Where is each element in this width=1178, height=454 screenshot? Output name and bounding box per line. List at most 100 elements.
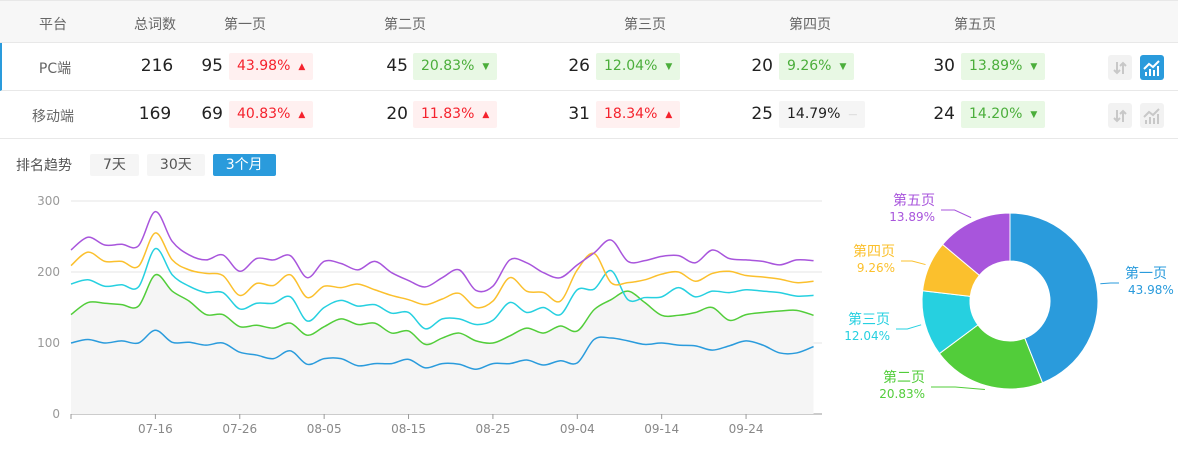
page4-count: 25 — [751, 104, 773, 124]
table-row: PC端 216 95 43.98% ▲ 45 20.83% ▼ 26 12.04% ▼ 20 … — [0, 43, 1178, 91]
percent-value: 12.04% — [604, 58, 658, 74]
percent-value: 20.83% — [421, 58, 475, 74]
page3-count: 31 — [568, 104, 590, 124]
range-3m-button[interactable]: 3个月 — [212, 154, 276, 176]
page2-count: 20 — [386, 104, 408, 124]
series-line-page4 — [70, 232, 814, 309]
trend-range-selector: 排名趋势 7天 30天 3个月 — [16, 154, 276, 176]
x-tick-label: 07-26 — [222, 422, 257, 436]
label-leader-line — [1100, 282, 1119, 285]
page2-count: 45 — [386, 56, 408, 76]
trend-chart-button[interactable] — [1140, 103, 1164, 128]
trend-up-icon: ▲ — [665, 110, 673, 120]
page3-percent-badge: 18.34% ▲ — [596, 101, 681, 128]
percent-value: 14.20% — [969, 106, 1023, 122]
label-leader-line — [896, 324, 922, 330]
percent-value: 11.83% — [421, 106, 475, 122]
slice-label: 第四页 — [853, 243, 895, 260]
page3-count: 26 — [568, 56, 590, 76]
header-page3: 第三页 — [624, 17, 666, 33]
y-tick-label: 200 — [37, 265, 60, 279]
header-page1: 第一页 — [224, 17, 266, 33]
donut-slice[interactable] — [941, 212, 1011, 276]
x-tick-label: 07-16 — [138, 422, 173, 436]
header-total: 总词数 — [134, 17, 176, 33]
percent-value: 40.83% — [237, 106, 291, 122]
page3-percent-badge: 12.04% ▼ — [596, 53, 681, 80]
series-line-page5 — [70, 210, 814, 293]
slice-label: 第二页 — [883, 369, 925, 386]
y-tick-label: 300 — [37, 194, 60, 208]
percent-value: 14.79% — [787, 106, 841, 122]
donut-slice[interactable] — [1009, 212, 1099, 384]
label-leader-line — [931, 386, 985, 391]
label-leader-line — [901, 260, 926, 266]
page4-percent-badge: 14.79% — — [779, 101, 866, 128]
x-tick-label: 08-25 — [475, 422, 510, 436]
page5-count: 24 — [933, 104, 955, 124]
percent-value: 43.98% — [237, 58, 291, 74]
series-line-page1 — [70, 329, 814, 371]
trend-flat-icon: — — [848, 110, 858, 120]
trend-line-chart: 0 100 200 300 07-16 07-26 08-05 08-15 08-25 09-04… — [37, 194, 822, 436]
trend-up-icon: ▲ — [482, 110, 490, 120]
table-row: 移动端 169 69 40.83% ▲ 20 11.83% ▲ 31 18.34% ▲ 25 … — [0, 91, 1178, 139]
trend-up-icon: ▲ — [298, 62, 306, 72]
slice-percent: 43.98% — [1128, 283, 1174, 297]
percent-value: 18.34% — [604, 106, 658, 122]
sort-button[interactable] — [1108, 55, 1132, 80]
platform-name: PC端 — [38, 61, 72, 77]
sort-icon — [1113, 109, 1127, 122]
x-tick-label: 09-14 — [644, 422, 679, 436]
range-7d-button[interactable]: 7天 — [90, 154, 139, 176]
y-tick-label: 100 — [37, 336, 60, 350]
sort-icon — [1113, 61, 1127, 74]
x-tick-label: 09-24 — [729, 422, 764, 436]
x-tick-label: 08-15 — [391, 422, 426, 436]
ranking-table: 平台 总词数 第一页 第二页 第三页 第四页 第五页 PC端 216 95 43.… — [0, 0, 1178, 139]
page5-count: 30 — [933, 56, 955, 76]
page1-percent-badge: 40.83% ▲ — [229, 101, 314, 128]
label-leader-line — [941, 209, 972, 219]
page4-count: 20 — [751, 56, 773, 76]
header-page2: 第二页 — [384, 17, 426, 33]
slice-label: 第五页 — [893, 192, 935, 209]
header-platform: 平台 — [39, 17, 67, 33]
trend-down-icon: ▼ — [1030, 62, 1038, 72]
slice-label: 第三页 — [848, 311, 890, 328]
slice-percent: 20.83% — [879, 387, 925, 401]
page5-percent-badge: 14.20% ▼ — [961, 101, 1046, 128]
slice-percent: 12.04% — [844, 329, 890, 343]
header-page4: 第四页 — [789, 17, 831, 33]
series-line-page3 — [70, 247, 814, 330]
trend-down-icon: ▼ — [839, 62, 847, 72]
trend-down-icon: ▼ — [1030, 110, 1038, 120]
page2-percent-badge: 20.83% ▼ — [413, 53, 498, 80]
platform-name: 移动端 — [32, 109, 74, 125]
x-tick-label: 08-05 — [307, 422, 342, 436]
series-line-page2 — [70, 273, 814, 346]
x-tick-label: 09-04 — [560, 422, 595, 436]
percent-value: 13.89% — [969, 58, 1023, 74]
trend-chart-icon — [1143, 59, 1160, 76]
y-tick-label: 0 — [52, 407, 60, 421]
header-page5: 第五页 — [954, 17, 996, 33]
page5-percent-badge: 13.89% ▼ — [961, 53, 1046, 80]
total-count: 216 — [140, 56, 174, 76]
trend-up-icon: ▲ — [298, 110, 306, 120]
sort-button[interactable] — [1108, 103, 1132, 128]
trend-chart-button[interactable] — [1140, 55, 1164, 80]
trend-down-icon: ▼ — [665, 62, 673, 72]
page1-count: 95 — [201, 56, 223, 76]
trend-label: 排名趋势 — [16, 158, 72, 174]
range-30d-button[interactable]: 30天 — [146, 154, 205, 176]
table-header: 平台 总词数 第一页 第二页 第三页 第四页 第五页 — [0, 1, 1178, 43]
trend-chart-icon — [1143, 107, 1160, 124]
donut-slice[interactable] — [938, 324, 1044, 390]
total-count: 169 — [138, 104, 172, 124]
page4-percent-badge: 9.26% ▼ — [779, 53, 855, 80]
trend-down-icon: ▼ — [482, 62, 490, 72]
page2-percent-badge: 11.83% ▲ — [413, 101, 498, 128]
slice-percent: 13.89% — [889, 210, 935, 224]
page1-percent-badge: 43.98% ▲ — [229, 53, 314, 80]
